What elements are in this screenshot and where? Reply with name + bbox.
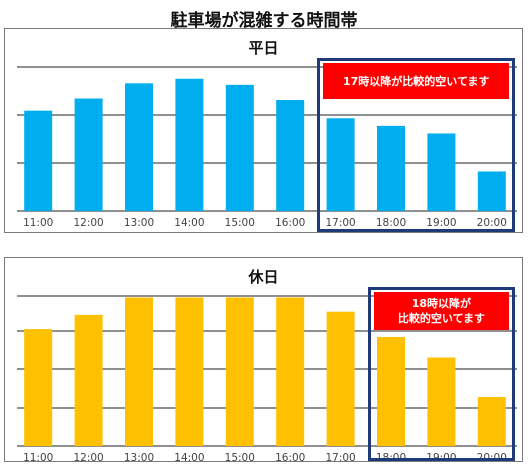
- weekday-x-tick-label: 15:00: [225, 217, 255, 229]
- weekday-bar: [427, 133, 456, 211]
- weekday-quiet-hours-callout: 17時以降が比較的空いてます: [323, 63, 509, 99]
- holiday-bar: [225, 297, 254, 446]
- holiday-x-tick-label: 12:00: [73, 452, 103, 463]
- holiday-x-tick-label: 16:00: [275, 452, 305, 463]
- weekday-bar: [276, 100, 305, 211]
- holiday-bar: [477, 397, 506, 446]
- holiday-bar: [74, 314, 103, 446]
- weekday-x-tick-label: 18:00: [376, 217, 406, 229]
- holiday-x-tick-label: 17:00: [325, 452, 355, 463]
- weekday-bar: [125, 83, 153, 211]
- weekday-chart-title: 平日: [248, 39, 279, 57]
- holiday-chart-panel: 11:00 12:00 13:00 14:00 15:00 16:00 17:00 18:00…: [4, 257, 523, 463]
- holiday-quiet-hours-callout: 18時以降が 比較的空いてます: [373, 292, 509, 330]
- holiday-x-tick-label: 18:00: [376, 452, 406, 463]
- holiday-chart-title: 休日: [248, 268, 279, 286]
- page-title: 駐車場が混雑する時間帯: [170, 11, 358, 31]
- holiday-x-tick-label: 11:00: [23, 452, 53, 463]
- weekday-bar: [377, 125, 405, 211]
- weekday-bar: [74, 98, 103, 211]
- weekday-quiet-hours-highlight: [317, 58, 515, 232]
- weekday-bar: [24, 110, 53, 211]
- holiday-x-tick-label: 15:00: [225, 452, 255, 463]
- holiday-chart: 11:00 12:00 13:00 14:00 15:00 16:00 17:00 18:00…: [17, 295, 517, 463]
- weekday-x-tick-label: 19:00: [426, 217, 456, 229]
- weekday-x-tick-label: 14:00: [174, 217, 204, 229]
- holiday-bar: [427, 357, 456, 446]
- holiday-x-tick-label: 20:00: [477, 452, 507, 463]
- holiday-bar: [377, 336, 405, 446]
- weekday-x-tick-label: 20:00: [477, 217, 507, 229]
- weekday-bar: [477, 171, 506, 211]
- weekday-chart-panel: 11:00 12:00 13:00 14:00 15:00 16:00 17:00 18:00…: [4, 28, 523, 233]
- holiday-quiet-hours-highlight: [367, 287, 515, 461]
- weekday-x-tick-label: 13:00: [124, 217, 154, 229]
- weekday-x-tick-label: 17:00: [325, 217, 355, 229]
- weekday-x-tick-label: 11:00: [23, 217, 53, 229]
- weekday-bar: [175, 78, 204, 211]
- weekday-x-tick-label: 16:00: [275, 217, 305, 229]
- holiday-bar: [125, 297, 153, 446]
- weekday-x-tick-label: 12:00: [73, 217, 103, 229]
- holiday-bar: [276, 297, 305, 446]
- holiday-x-tick-label: 13:00: [124, 452, 154, 463]
- holiday-bar: [175, 297, 204, 446]
- holiday-x-tick-label: 14:00: [174, 452, 204, 463]
- weekday-bar: [225, 84, 254, 211]
- holiday-bar: [24, 329, 53, 446]
- holiday-x-tick-label: 19:00: [426, 452, 456, 463]
- holiday-bar: [326, 311, 355, 446]
- weekday-chart: 11:00 12:00 13:00 14:00 15:00 16:00 17:00 18:00…: [17, 66, 517, 229]
- weekday-bar: [326, 118, 355, 211]
